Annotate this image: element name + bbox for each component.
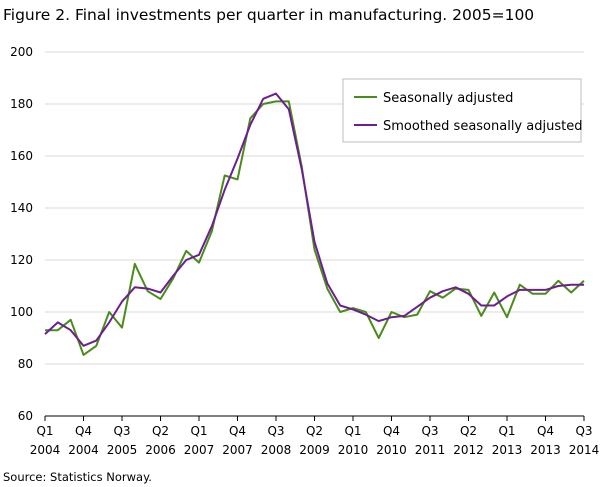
x-tick-label-quarter: Q4: [75, 424, 92, 438]
legend-label-smoothed-seasonally-adjusted: Smoothed seasonally adjusted: [383, 119, 582, 134]
x-tick-label-year: 2009: [299, 443, 330, 457]
x-tick-label-quarter: Q3: [267, 424, 284, 438]
x-tick-label-year: 2004: [68, 443, 99, 457]
source-note: Source: Statistics Norway.: [3, 470, 152, 484]
x-tick-label-quarter: Q1: [36, 424, 53, 438]
y-tick-label: 100: [10, 305, 33, 319]
x-tick-label-year: 2011: [415, 443, 446, 457]
x-tick-label-year: 2013: [492, 443, 523, 457]
y-tick-label: 120: [10, 253, 33, 267]
x-tick-label-year: 2008: [261, 443, 292, 457]
x-tick-label-quarter: Q1: [498, 424, 515, 438]
x-tick-label-quarter: Q2: [152, 424, 169, 438]
y-tick-label: 180: [10, 97, 33, 111]
series-line-smoothed-seasonally-adjusted: [44, 92, 584, 347]
y-tick-label: 160: [10, 149, 33, 163]
x-tick-label-quarter: Q4: [229, 424, 246, 438]
legend-label-seasonally-adjusted: Seasonally adjusted: [383, 91, 513, 106]
x-tick-label-quarter: Q2: [460, 424, 477, 438]
x-tick-label-year: 2005: [107, 443, 138, 457]
series-line-seasonally-adjusted: [45, 100, 585, 356]
x-tick-label-year: 2007: [184, 443, 215, 457]
chart-title: Figure 2. Final investments per quarter …: [3, 6, 535, 24]
x-tick-label-year: 2006: [145, 443, 176, 457]
legend-box: [342, 78, 582, 143]
y-axis-ticks: 60 80 100 120 140 160 180 200: [10, 45, 33, 423]
x-tick-label-year: 2004: [30, 443, 61, 457]
y-tick-label: 60: [18, 409, 33, 423]
x-axis-ticks: Q1 2004 Q4 2004 Q3 2005 Q2 2006 Q1 2007 Q4 2007 Q3 20…: [30, 416, 600, 457]
x-tick-label-quarter: Q4: [537, 424, 554, 438]
y-tick-label: 80: [18, 357, 33, 371]
x-tick-label-quarter: Q3: [113, 424, 130, 438]
series-lines: [44, 92, 585, 356]
x-tick-label-year: 2010: [338, 443, 369, 457]
x-tick-label-year: 2013: [530, 443, 561, 457]
x-tick-label-year: 2007: [222, 443, 253, 457]
x-tick-label-quarter: Q1: [344, 424, 361, 438]
x-tick-label-quarter: Q4: [383, 424, 400, 438]
y-tick-label: 140: [10, 201, 33, 215]
x-tick-label-quarter: Q3: [421, 424, 438, 438]
x-tick-label-year: 2010: [376, 443, 407, 457]
y-tick-label: 200: [10, 45, 33, 59]
legend: Seasonally adjusted Smoothed seasonally …: [342, 78, 582, 143]
x-tick-label-quarter: Q1: [190, 424, 207, 438]
x-tick-label-quarter: Q2: [306, 424, 323, 438]
x-tick-label-year: 2014: [569, 443, 600, 457]
x-tick-label-year: 2012: [453, 443, 484, 457]
x-tick-label-quarter: Q3: [575, 424, 592, 438]
